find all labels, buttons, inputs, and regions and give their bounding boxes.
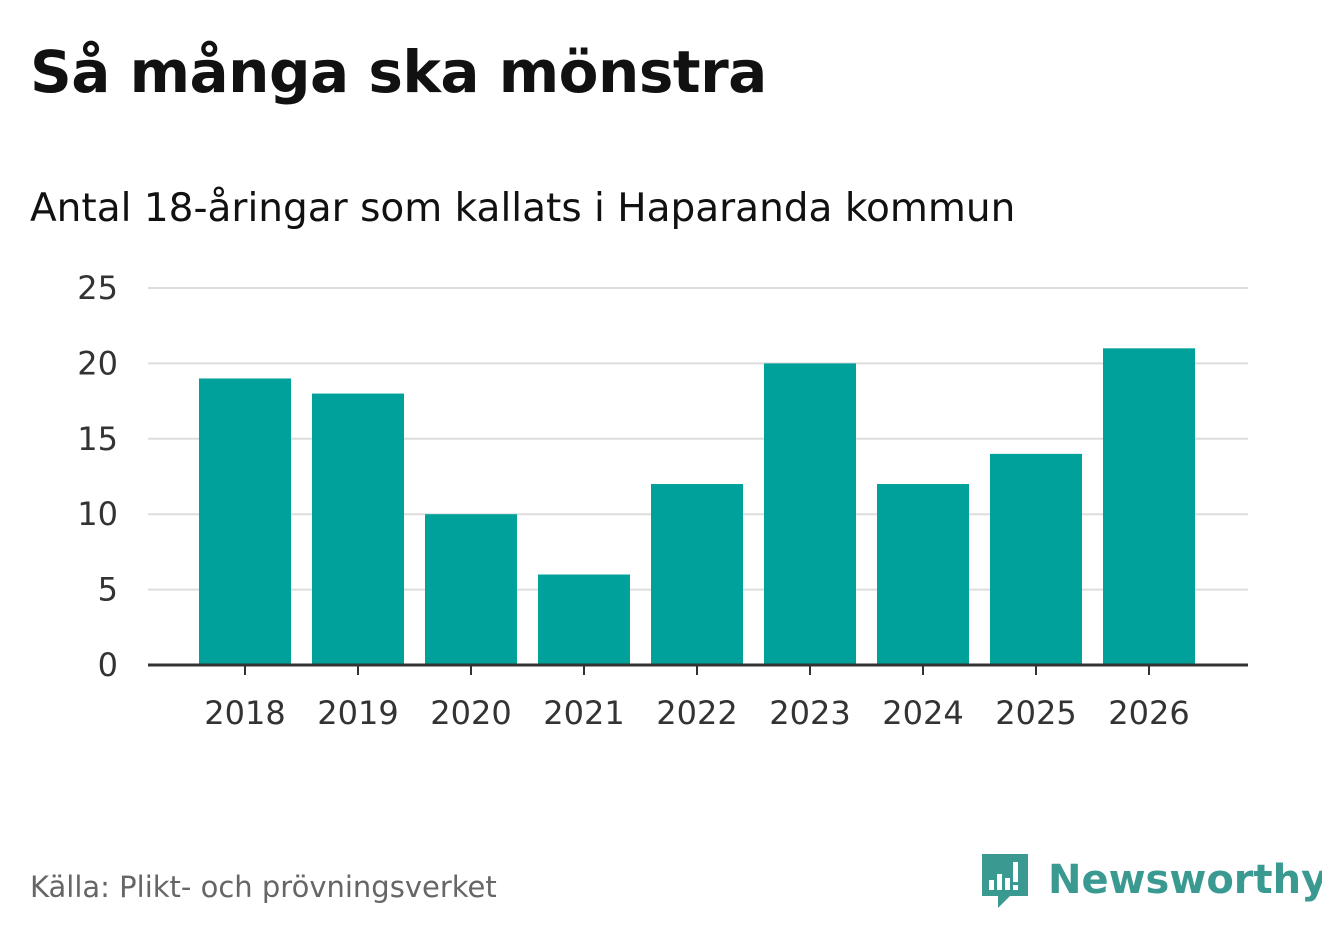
chart-title: Så många ska mönstra <box>30 38 767 106</box>
x-tick-label: 2024 <box>882 694 963 732</box>
bar <box>651 484 743 665</box>
y-tick-label: 20 <box>77 344 118 382</box>
y-tick-label: 10 <box>77 495 118 533</box>
y-tick-label: 25 <box>77 269 118 307</box>
x-tick-label: 2026 <box>1108 694 1189 732</box>
y-tick-label: 0 <box>98 646 118 684</box>
x-tick-label: 2025 <box>995 694 1076 732</box>
bar <box>990 453 1082 665</box>
x-tick-label: 2018 <box>204 694 285 732</box>
x-tick-label: 2023 <box>769 694 850 732</box>
bar-chart-speech-bubble-icon <box>982 854 1028 908</box>
bar <box>538 574 630 665</box>
bar <box>764 363 856 665</box>
brand-logo: Newsworthy <box>980 850 1322 910</box>
x-tick-label: 2022 <box>656 694 737 732</box>
x-tick-label: 2019 <box>317 694 398 732</box>
brand-name: Newsworthy <box>1048 857 1322 903</box>
y-tick-label: 15 <box>77 420 118 458</box>
y-tick-label: 5 <box>98 571 118 609</box>
bar <box>312 393 404 665</box>
bar <box>1103 348 1195 665</box>
chart-subtitle: Antal 18-åringar som kallats i Haparanda… <box>30 186 1016 231</box>
x-tick-label: 2021 <box>543 694 624 732</box>
x-tick-label: 2020 <box>430 694 511 732</box>
bar <box>199 378 291 665</box>
bar <box>877 484 969 665</box>
source-note: Källa: Plikt- och prövningsverket <box>30 870 497 904</box>
bar <box>425 514 517 665</box>
